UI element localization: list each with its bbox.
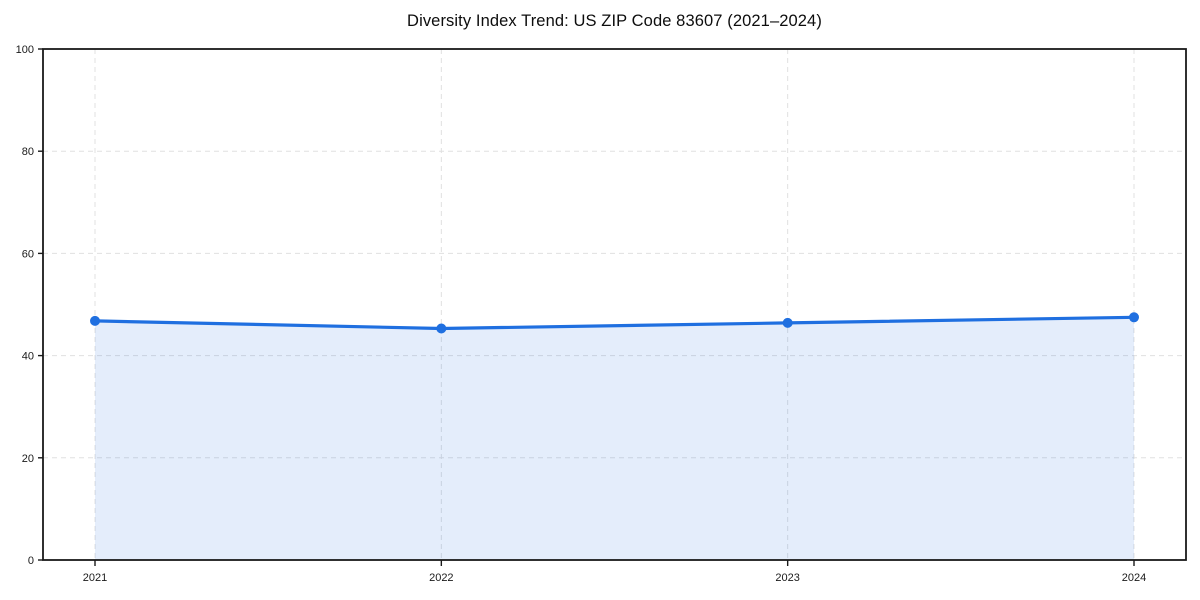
trend-line (93, 315, 1136, 331)
y-tick-label: 0 (28, 555, 34, 567)
y-tick-label: 100 (16, 44, 34, 56)
area-fill (95, 317, 1134, 560)
data-point (436, 323, 447, 334)
y-tick-label: 20 (22, 453, 34, 465)
y-tick-label: 60 (22, 248, 34, 260)
x-tick-label: 2022 (429, 572, 453, 584)
data-point (90, 315, 100, 326)
plot-frame (42, 48, 1187, 561)
data-point (1129, 312, 1139, 323)
x-tick-label: 2023 (775, 572, 799, 584)
y-tick-label: 80 (22, 146, 34, 158)
x-tick-label: 2021 (83, 572, 107, 584)
x-tick-label: 2024 (1122, 572, 1146, 584)
data-point (782, 317, 793, 328)
chart-title: Diversity Index Trend: US ZIP Code 83607… (407, 12, 822, 30)
y-tick-label: 40 (22, 351, 34, 363)
